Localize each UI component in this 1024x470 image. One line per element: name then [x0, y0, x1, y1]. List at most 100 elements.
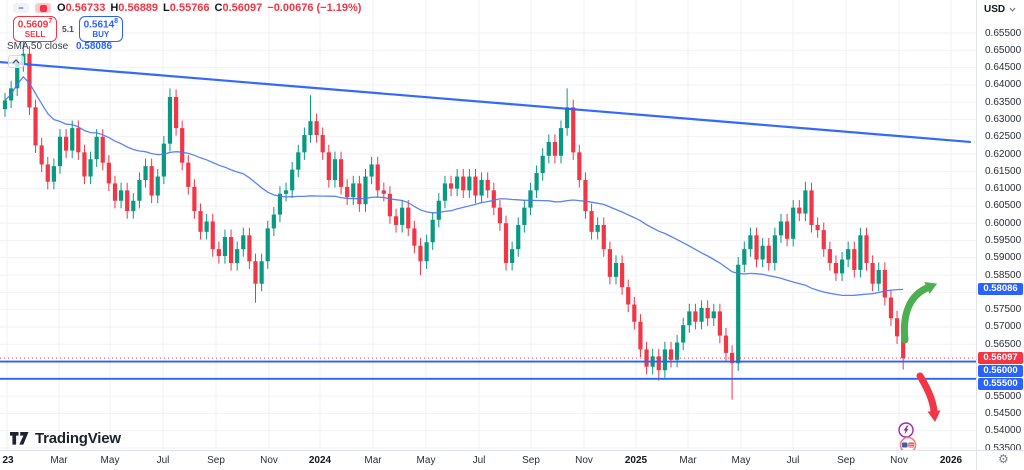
- candlestick: [406, 207, 411, 229]
- candlestick: [778, 221, 784, 236]
- pane-collapse-button[interactable]: [8, 55, 24, 68]
- economic-event-lightning-icon[interactable]: [898, 422, 914, 438]
- symbol-dot-icon: [39, 4, 47, 12]
- time-axis-tick: Jul: [156, 455, 170, 466]
- candlestick: [485, 179, 490, 191]
- tradingview-logo[interactable]: TradingView: [10, 430, 121, 447]
- candlestick: [552, 141, 557, 156]
- candlestick: [241, 235, 246, 250]
- candlestick: [516, 224, 521, 250]
- time-axis-tick: Jul: [786, 455, 800, 466]
- time-axis[interactable]: 23 Mar May Jul Sep Nov 2024 Mar May Jul Sep Nov 2025…: [0, 450, 976, 470]
- candlestick: [540, 155, 545, 174]
- candlestick: [888, 297, 894, 319]
- candlestick: [265, 228, 270, 262]
- candlestick: [357, 183, 362, 205]
- price-axis-tick: 0.63500: [985, 96, 1022, 108]
- candlestick: [82, 152, 87, 177]
- price-axis-tick: 0.62000: [985, 148, 1022, 160]
- time-axis-tick: Nov: [890, 455, 908, 466]
- candlestick: [613, 262, 619, 277]
- candlestick: [186, 162, 191, 187]
- candlestick: [112, 183, 118, 201]
- sell-button[interactable]: 0.56097 SELL: [13, 16, 57, 42]
- candlestick: [742, 249, 747, 265]
- candlestick: [173, 96, 179, 129]
- close-value: 0.56097: [222, 2, 263, 14]
- candlestick: [565, 107, 570, 129]
- candlestick: [558, 128, 564, 156]
- indicator-legend[interactable]: SMA 50 close 0.58086: [7, 41, 112, 52]
- price-axis-tick: 0.63000: [985, 113, 1022, 125]
- candlestick: [198, 211, 203, 232]
- arrow-head: [924, 282, 938, 294]
- candlestick: [791, 207, 796, 239]
- lightning-bolt-icon: [903, 425, 909, 435]
- candlestick: [235, 249, 240, 263]
- candlestick: [601, 224, 606, 250]
- currency-selector[interactable]: USD: [984, 4, 1016, 15]
- economic-event-flags-icon[interactable]: [899, 436, 917, 451]
- candlestick: [308, 121, 313, 136]
- candlestick: [748, 235, 753, 250]
- time-axis-tick: Mar: [50, 455, 68, 466]
- candlestick: [461, 176, 466, 191]
- buy-button[interactable]: 0.56148 BUY: [78, 16, 123, 42]
- candlestick: [302, 135, 307, 153]
- price-axis-tick: 0.62500: [985, 131, 1022, 143]
- candlestick: [656, 356, 661, 371]
- legend-collapse-button[interactable]: −: [13, 3, 29, 13]
- candlestick: [100, 136, 105, 163]
- candlestick: [528, 190, 533, 208]
- candlestick: [711, 311, 716, 319]
- chevron-down-icon: [1009, 7, 1016, 12]
- arrow-down-drawing[interactable]: [916, 372, 941, 422]
- time-axis-tick: Nov: [575, 455, 593, 466]
- time-axis-tick: Mar: [679, 455, 697, 466]
- candlestick: [45, 164, 50, 182]
- candlestick: [797, 207, 802, 214]
- candlestick: [503, 223, 509, 263]
- candlestick: [247, 235, 252, 262]
- indicator-value: 0.58086: [75, 41, 113, 52]
- candlestick: [345, 186, 350, 198]
- candlestick: [497, 207, 503, 224]
- candlestick: [894, 318, 900, 337]
- candlestick: [595, 224, 600, 232]
- symbol-marker-button[interactable]: [35, 3, 51, 13]
- candlestick: [39, 145, 44, 165]
- candlestick: [827, 249, 832, 263]
- chevron-up-icon: [12, 59, 20, 64]
- high-key: H: [110, 2, 119, 14]
- candlestick: [442, 183, 448, 201]
- price-axis[interactable]: USD 0.65500 0.65000 0.64500 0.64000 0.63500 0…: [976, 0, 1024, 454]
- ohlc-legend: − O0.56733 H0.56889 L0.55766 C0.56097 −0…: [13, 2, 361, 14]
- price-axis-tick: 0.55000: [985, 390, 1022, 402]
- candlestick: [228, 237, 234, 263]
- candlestick: [620, 262, 625, 288]
- price-axis-tick: 0.58500: [985, 269, 1022, 281]
- candlestick: [118, 190, 124, 201]
- candlestick: [821, 230, 826, 250]
- flag-blue-icon: [902, 442, 908, 448]
- candlestick: [491, 190, 496, 208]
- candlestick: [809, 190, 814, 225]
- buy-label: BUY: [92, 29, 110, 39]
- candlestick: [2, 100, 8, 110]
- candlestick: [393, 216, 399, 225]
- chart-canvas[interactable]: [0, 0, 976, 450]
- buy-price: 0.5614: [83, 19, 115, 31]
- time-axis-tick: Sep: [522, 455, 540, 466]
- arrow-head: [927, 410, 941, 422]
- candlestick: [693, 311, 698, 322]
- arrow-up-drawing[interactable]: [900, 282, 938, 344]
- time-axis-tick: May: [100, 455, 120, 466]
- candlestick: [143, 166, 148, 180]
- candlestick: [858, 235, 863, 270]
- candlestick: [204, 221, 209, 232]
- candlestick: [717, 311, 722, 336]
- candlestick: [314, 121, 319, 136]
- price-axis-tick: 0.64500: [985, 62, 1022, 74]
- spread-value: 5.1: [62, 24, 74, 34]
- gear-icon[interactable]: ⚙: [998, 452, 1009, 466]
